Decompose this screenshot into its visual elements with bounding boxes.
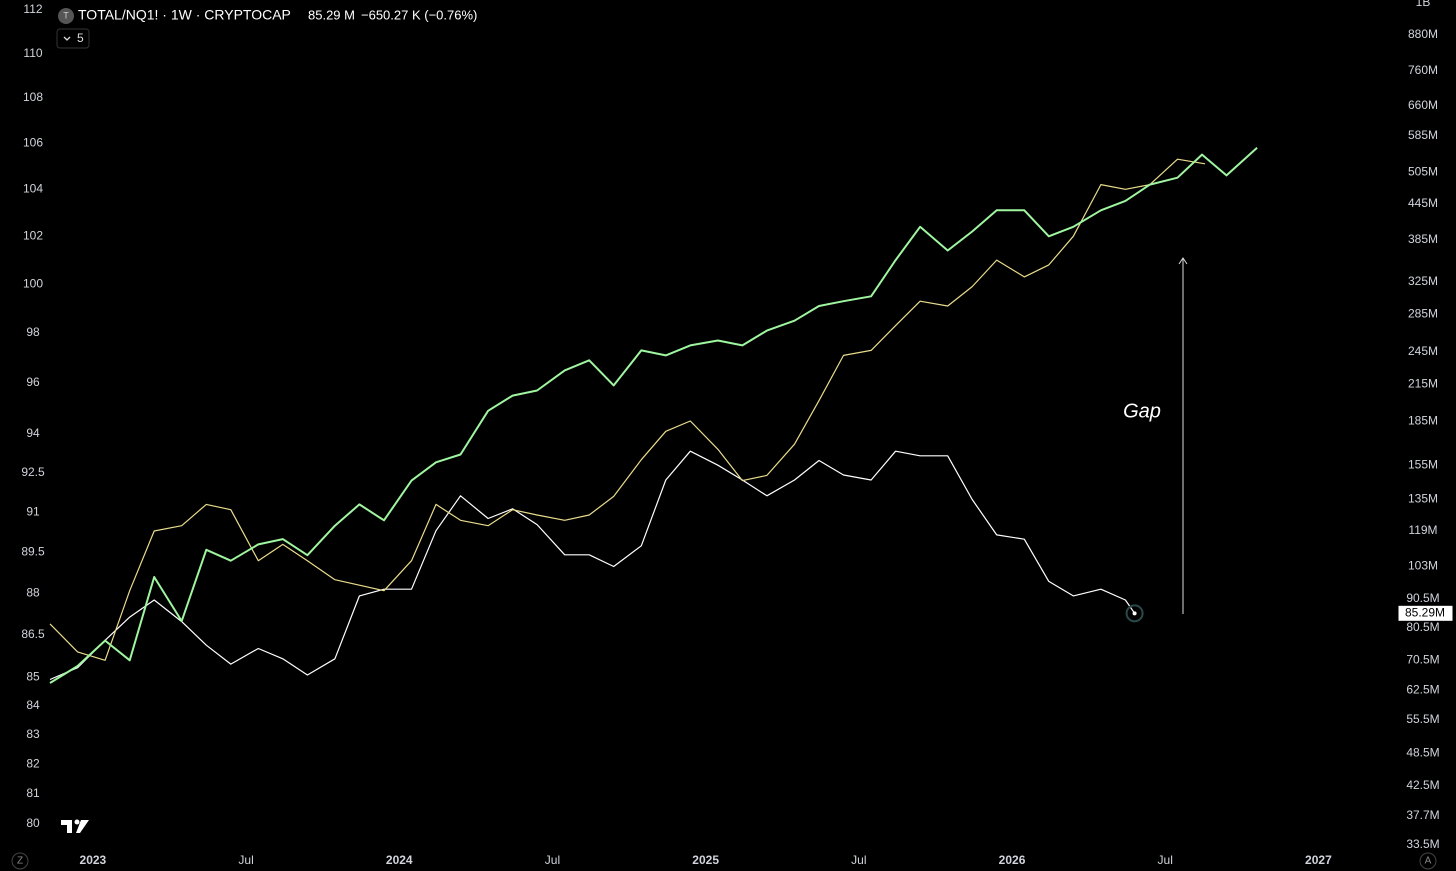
- symbol-title[interactable]: TOTAL/NQ1! · 1W · CRYPTOCAP: [78, 7, 291, 23]
- y2-tick-label: 55.5M: [1406, 712, 1439, 726]
- last-value-label: 85.29M: [1405, 605, 1445, 619]
- y-tick-label: 86.5: [21, 627, 45, 641]
- y2-tick-label: 37.7M: [1406, 808, 1439, 822]
- y-tick-label: 98: [26, 325, 40, 339]
- y2-tick-label: 90.5M: [1406, 591, 1439, 605]
- y-tick-label: 96: [26, 375, 40, 389]
- x-tick-label: Jul: [545, 853, 560, 867]
- y2-tick-label: 445M: [1408, 196, 1438, 210]
- price-change: −650.27 K (−0.76%): [361, 7, 477, 22]
- y2-tick-label: 505M: [1408, 165, 1438, 179]
- y-tick-label: 108: [23, 90, 43, 104]
- logo[interactable]: [61, 820, 89, 833]
- last-point: [1132, 611, 1137, 616]
- y2-tick-label: 42.5M: [1406, 778, 1439, 792]
- y-tick-label: 84: [26, 698, 40, 712]
- x-tick-label: Jul: [851, 853, 866, 867]
- chevron-icon: [63, 36, 71, 41]
- logo-dot: [74, 819, 80, 825]
- y2-tick-label: 325M: [1408, 274, 1438, 288]
- y-tick-label: 104: [23, 181, 43, 195]
- last-point-ring: [1125, 604, 1144, 623]
- y2-tick-label: 1B: [1416, 0, 1431, 9]
- y-tick-label: 80: [26, 816, 40, 830]
- x-tick-label: 2025: [692, 853, 719, 867]
- y2-tick-label: 880M: [1408, 27, 1438, 41]
- gap-arrow-head: [1178, 257, 1188, 265]
- y2-tick-label: 48.5M: [1406, 745, 1439, 759]
- x-tick-label: 2023: [80, 853, 107, 867]
- y-tick-label: 83: [26, 727, 40, 741]
- y-tick-label: 89.5: [21, 545, 45, 559]
- y2-tick-label: 62.5M: [1406, 683, 1439, 697]
- y2-tick-label: 385M: [1408, 232, 1438, 246]
- y2-tick-label: 760M: [1408, 63, 1438, 77]
- y-tick-label: 112: [23, 2, 42, 16]
- y-tick-label: 92.5: [21, 465, 45, 479]
- y-tick-label: 91: [26, 504, 40, 518]
- y-tick-label: 110: [23, 46, 42, 60]
- y2-tick-label: 185M: [1408, 414, 1438, 428]
- indicator-count: 5: [77, 31, 84, 45]
- last-value-box: [1397, 604, 1454, 622]
- y2-tick-label: 155M: [1408, 457, 1438, 471]
- y-tick-label: 106: [23, 135, 43, 149]
- y-tick-label: 85: [26, 670, 40, 684]
- x-tick-label: Jul: [238, 853, 253, 867]
- y-tick-label: 88: [26, 586, 40, 600]
- y2-tick-label: 119M: [1408, 523, 1437, 537]
- x-tick-label: 2026: [999, 853, 1026, 867]
- y-tick-label: 81: [26, 786, 40, 800]
- series-line: [49, 158, 1206, 661]
- symbol-icon[interactable]: [58, 8, 74, 24]
- y2-tick-label: 585M: [1408, 128, 1438, 142]
- indicator-toggle[interactable]: [56, 28, 90, 49]
- series-line: [49, 147, 1258, 684]
- series-line: [49, 450, 1136, 681]
- plot: [49, 147, 1258, 684]
- y2-tick-label: 245M: [1408, 344, 1438, 358]
- log-toggle-button[interactable]: [11, 852, 29, 870]
- y-tick-label: 94: [26, 426, 40, 440]
- y2-tick-label: 660M: [1408, 98, 1438, 112]
- auto-scale-button[interactable]: [1419, 852, 1437, 870]
- x-tick-label: 2027: [1305, 853, 1332, 867]
- button-label: Z: [17, 856, 23, 867]
- y-tick-label: 102: [23, 228, 43, 242]
- x-tick-label: 2024: [386, 853, 413, 867]
- y-tick-label: 82: [26, 756, 40, 770]
- y2-tick-label: 70.5M: [1406, 653, 1439, 667]
- y2-tick-label: 33.5M: [1406, 837, 1439, 851]
- price: 85.29 M: [308, 7, 355, 22]
- y2-tick-label: 80.5M: [1406, 620, 1439, 634]
- x-tick-label: Jul: [1158, 853, 1173, 867]
- y2-tick-label: 135M: [1408, 492, 1438, 506]
- y2-tick-label: 215M: [1408, 376, 1438, 390]
- button-label: A: [1425, 856, 1432, 867]
- y2-tick-label: 103M: [1408, 559, 1438, 573]
- y-tick-label: 100: [23, 276, 43, 290]
- y2-tick-label: 285M: [1408, 306, 1438, 320]
- annotation: Gap: [1123, 400, 1161, 422]
- symbol-icon-letter: T: [63, 10, 69, 20]
